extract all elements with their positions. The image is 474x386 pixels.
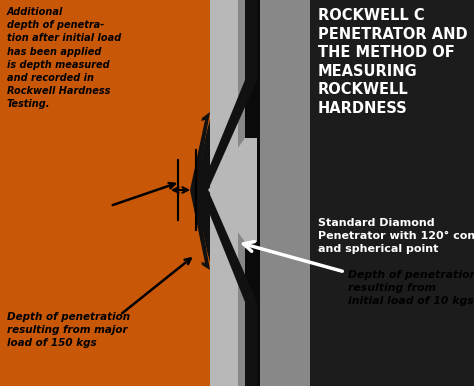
Bar [245,0,260,386]
Polygon shape [190,120,210,262]
Polygon shape [200,0,257,386]
Polygon shape [208,138,257,242]
Polygon shape [238,0,345,386]
Text: Depth of penetration
resulting from
initial load of 10 kgs: Depth of penetration resulting from init… [348,270,474,306]
Bar [255,0,474,386]
Bar [0,0,210,386]
Polygon shape [188,112,210,270]
Polygon shape [210,0,345,386]
Text: ROCKWELL C
PENETRATOR AND
THE METHOD OF
MEASURING
ROCKWELL
HARDNESS: ROCKWELL C PENETRATOR AND THE METHOD OF … [318,8,468,116]
Text: Additional
depth of penetra-
tion after initial load
has been applied
is depth m: Additional depth of penetra- tion after … [7,7,121,109]
Polygon shape [178,120,205,263]
Bar [310,0,474,386]
Text: Depth of penetration
resulting from major
load of 150 kgs: Depth of penetration resulting from majo… [7,312,130,348]
Polygon shape [0,0,210,386]
Text: Standard Diamond
Penetrator with 120° cone
and spherical point: Standard Diamond Penetrator with 120° co… [318,218,474,254]
